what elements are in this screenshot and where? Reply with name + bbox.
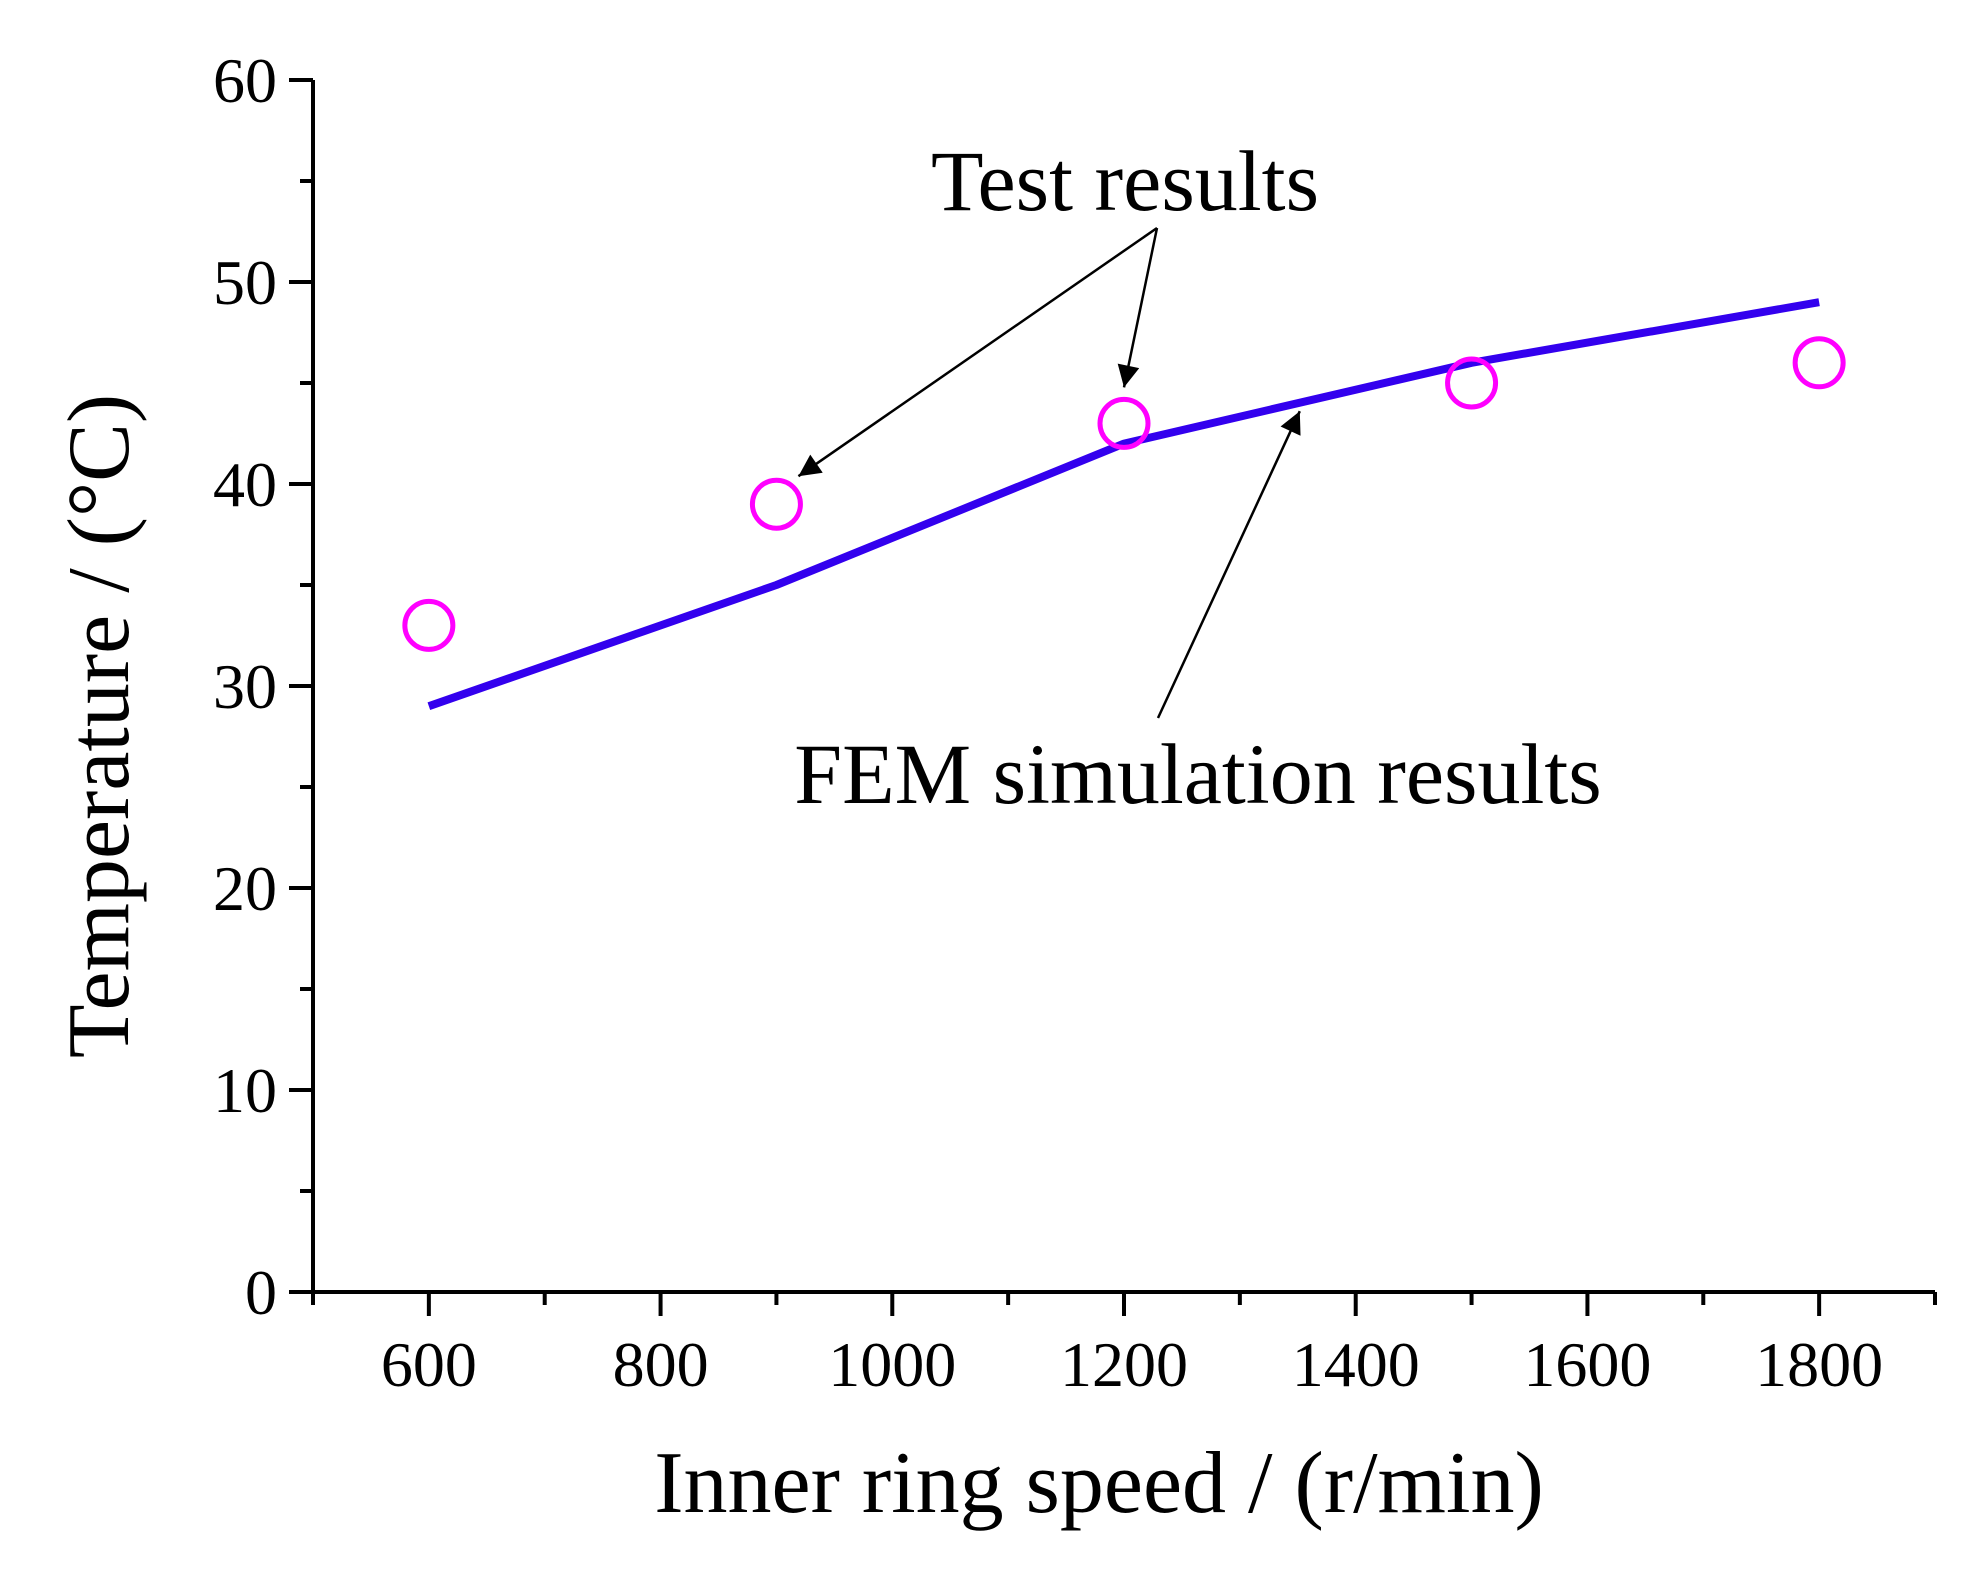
annotation-test-results: Test results (931, 133, 1319, 229)
y-tick-label: 60 (213, 45, 277, 116)
y-tick-label: 40 (213, 449, 277, 520)
x-tick-label: 600 (381, 1329, 477, 1400)
x-tick-label: 800 (613, 1329, 709, 1400)
y-tick-label: 20 (213, 853, 277, 924)
x-axis-title: Inner ring speed / (r/min) (654, 1435, 1544, 1532)
test-result-point (749, 477, 803, 531)
annotation-arrow (1156, 410, 1301, 719)
axes: 0 10 20 30 40 50 60 600 800 1000 1200 1400 1600 1800 (213, 45, 1937, 1400)
x-tick-label: 1800 (1755, 1329, 1883, 1400)
fem-simulation-line (427, 298, 1820, 710)
y-tick-label: 10 (213, 1055, 277, 1126)
annotation-arrow (797, 226, 1158, 478)
y-tick-label: 0 (245, 1257, 277, 1328)
test-result-point (402, 598, 456, 652)
x-tick-label: 1000 (828, 1329, 956, 1400)
y-axis-title: Temperature / (°C) (51, 394, 148, 1058)
annotation-layer: Test results FEM simulation results (794, 133, 1601, 822)
x-tick-label: 1200 (1060, 1329, 1188, 1400)
x-tick-label: 1400 (1292, 1329, 1420, 1400)
series-layer (402, 298, 1846, 710)
annotation-fem-results: FEM simulation results (794, 726, 1601, 822)
annotation-arrow (1117, 227, 1159, 388)
test-result-point (1792, 336, 1846, 390)
test-result-point (1097, 396, 1151, 450)
y-tick-label: 30 (213, 651, 277, 722)
test-result-point (1445, 356, 1499, 410)
y-tick-label: 50 (213, 247, 277, 318)
x-tick-label: 1600 (1523, 1329, 1651, 1400)
